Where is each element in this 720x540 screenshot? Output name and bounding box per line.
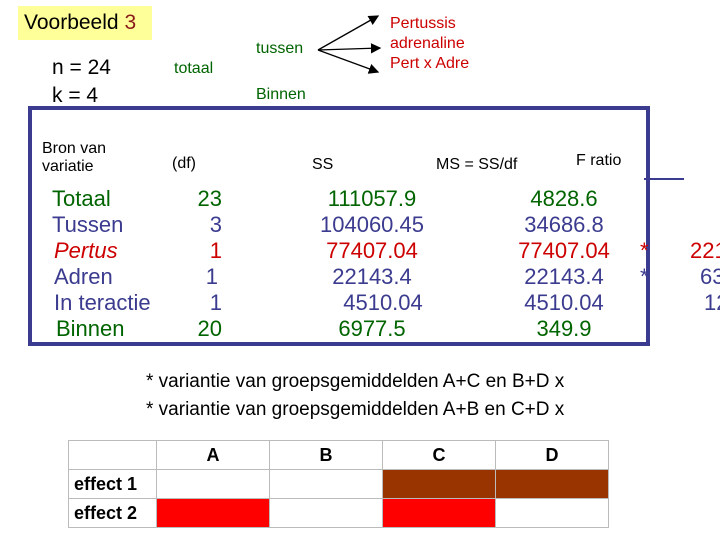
row-label-pertus: Pertus — [54, 238, 118, 263]
title-text: Voorbeeld — [24, 11, 119, 34]
df-value: 1 — [209, 238, 222, 263]
f-value: 12 — [704, 290, 720, 315]
stars-column: * * — [640, 238, 649, 290]
ss-value: 22143.4 — [332, 264, 412, 289]
effect-cell — [495, 498, 609, 528]
df-value: 3 — [209, 212, 222, 237]
effect-1-label: effect 1 — [68, 469, 157, 499]
row-label-tussen: Tussen — [52, 212, 124, 237]
effect-cell — [269, 498, 383, 528]
effects-row: effect 2 — [68, 498, 609, 528]
header-df: (df) — [172, 155, 196, 172]
effect-cell — [382, 469, 496, 499]
effects-header-row: A B C D — [68, 440, 609, 470]
ms-value: 4510.04 — [524, 290, 604, 315]
note-line: * variantie van groepsgemiddelden A+C en… — [146, 371, 565, 392]
effects-row: effect 1 — [68, 469, 609, 499]
ms-value: 22143.4 — [524, 264, 604, 289]
ss-value: 4510.04 — [343, 290, 423, 315]
branch-arrows — [317, 15, 382, 74]
ms-value: 4828.6 — [530, 186, 598, 211]
df-value: 1 — [205, 264, 218, 289]
title-box: Voorbeeld 3 — [18, 6, 152, 40]
df-column: 23 3 1 1 1 20 — [180, 186, 222, 342]
arrow-mid — [317, 43, 382, 54]
ms-value: 349.9 — [536, 316, 592, 341]
effect-2-label: effect 2 — [68, 498, 157, 528]
effects-corner — [68, 440, 157, 470]
pertussis-block: Pertussis adrenaline Pert x Adre — [390, 14, 469, 74]
header-f: F ratio — [576, 152, 622, 169]
note-line: * variantie van groepsgemiddelden A+B en… — [146, 399, 565, 420]
effect-cell — [382, 498, 496, 528]
df-value: 20 — [197, 316, 222, 341]
column-header-a: A — [156, 440, 270, 470]
ss-value: 111057.9 — [327, 186, 417, 211]
labels-column: Totaal Tussen Pertus Adren In teractie B… — [52, 186, 151, 342]
pertussis-line: Pertussis — [390, 15, 456, 32]
ms-value: 77407.04 — [518, 238, 610, 263]
arrow-down — [317, 49, 380, 74]
row-label-interactie: In teractie — [54, 290, 151, 315]
totaal-label: totaal — [174, 60, 214, 77]
df-value: 23 — [197, 186, 222, 211]
effect-cell — [156, 469, 270, 499]
anova-frame — [28, 106, 650, 346]
f-column: 221 63 12 — [690, 238, 720, 316]
f-value: 63 — [700, 264, 720, 289]
notes-block: * variantie van groepsgemiddelden A+C en… — [146, 368, 720, 424]
k-label: k = 4 — [52, 84, 99, 107]
row-label-totaal: Totaal — [52, 186, 111, 211]
df-value: 1 — [209, 290, 222, 315]
header-source: Bron van variatie — [42, 140, 142, 176]
row-label-adren: Adren — [54, 264, 113, 289]
ss-column: 111057.9 104060.45 77407.04 22143.4 4510… — [302, 186, 442, 342]
column-header-c: C — [382, 440, 496, 470]
frame-extension — [644, 178, 684, 180]
arrow-up — [317, 15, 380, 51]
ss-value: 77407.04 — [326, 238, 418, 263]
f-value: 221 — [690, 238, 720, 263]
binnen-label: Binnen — [256, 86, 306, 103]
column-header-d: D — [495, 440, 609, 470]
title-number: 3 — [124, 11, 137, 34]
effect-cell — [156, 498, 270, 528]
significance-star: * — [640, 238, 649, 263]
header-ms: MS = SS/df — [436, 156, 518, 173]
interaction-line: Pert x Adre — [390, 55, 470, 72]
ss-value: 104060.45 — [320, 212, 424, 237]
ms-column: 4828.6 34686.8 77407.04 22143.4 4510.04 … — [506, 186, 622, 342]
effects-table: A B C D effect 1 effect 2 — [68, 440, 609, 528]
effect-cell — [495, 469, 609, 499]
adrenaline-line: adrenaline — [390, 35, 465, 52]
row-label-binnen: Binnen — [56, 316, 125, 341]
significance-star: * — [640, 264, 649, 289]
header-ss: SS — [312, 156, 334, 173]
n-label: n = 24 — [52, 56, 111, 79]
tussen-label: tussen — [256, 40, 304, 57]
column-header-b: B — [269, 440, 383, 470]
ms-value: 34686.8 — [524, 212, 604, 237]
effect-cell — [269, 469, 383, 499]
ss-value: 6977.5 — [338, 316, 406, 341]
